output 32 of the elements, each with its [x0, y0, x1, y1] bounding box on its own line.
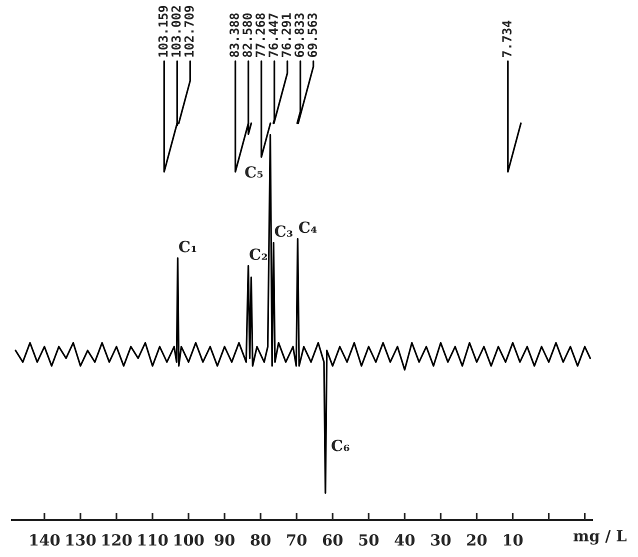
annotation: C₆: [332, 440, 350, 452]
annotation: C₁: [179, 240, 196, 252]
x-tick-label: 100: [174, 534, 204, 546]
x-tick-label: 80: [250, 534, 270, 546]
annotation: 69.833: [294, 13, 304, 57]
annotation: 69.563: [308, 13, 318, 57]
x-tick-label: 40: [394, 534, 415, 546]
x-tick-label: 30: [431, 534, 451, 546]
x-axis-title: mg / L: [574, 530, 626, 545]
annotation: C₅: [245, 166, 263, 178]
x-tick-label: 70: [287, 534, 307, 546]
annotation: 76.447: [268, 14, 278, 57]
annotation: C₃: [274, 225, 292, 237]
annotation: 103.002: [171, 6, 181, 57]
x-tick-label: 120: [102, 534, 132, 546]
annotation: 102.709: [184, 6, 194, 57]
annotation: 82.580: [242, 13, 252, 57]
annotation: 83.388: [230, 13, 239, 57]
x-tick-label: 50: [359, 534, 379, 546]
x-tick-label: 110: [138, 534, 168, 546]
x-tick-label: 20: [467, 534, 487, 546]
annotation: 77.268: [256, 13, 266, 57]
x-tick-label: 60: [322, 534, 343, 546]
annotation: 103.159: [158, 6, 168, 57]
annotation: 76.291: [282, 13, 292, 57]
x-tick-label: 90: [214, 534, 234, 546]
x-tick-label: 140: [30, 534, 60, 546]
annotation: C₂: [250, 248, 268, 260]
annotation: C₄: [299, 222, 317, 234]
annotation: 7.734: [502, 20, 512, 57]
x-tick-label: 10: [504, 534, 523, 546]
x-tick-label: 130: [66, 534, 96, 546]
